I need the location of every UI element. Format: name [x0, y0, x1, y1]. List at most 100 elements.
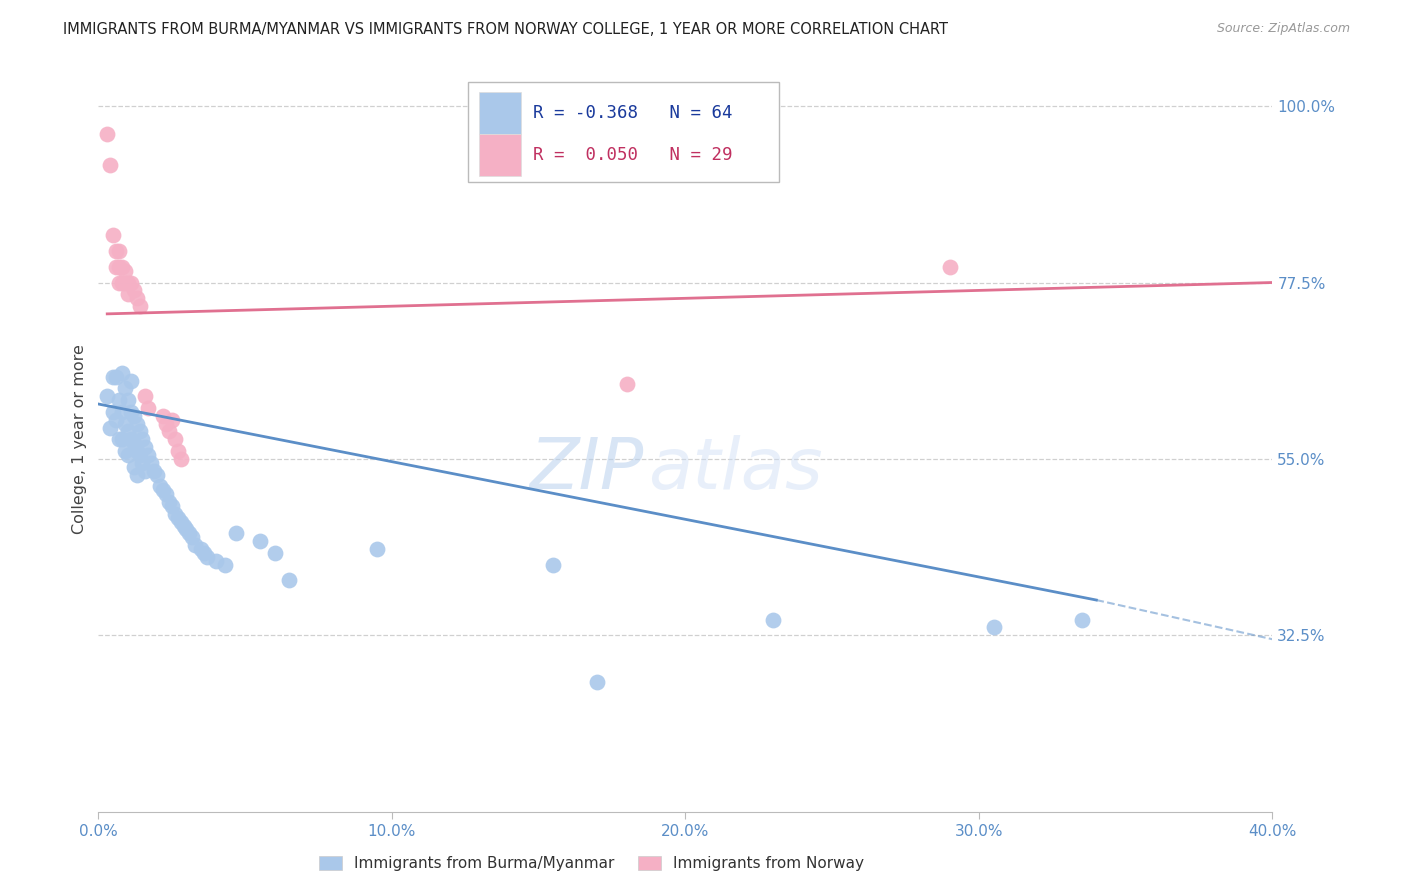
Point: [149, 479, 172, 493]
Point: [101, 228, 124, 243]
Point: [366, 542, 388, 557]
Point: [111, 276, 134, 290]
Point: [134, 389, 156, 403]
Point: [134, 464, 156, 478]
Point: [96, 389, 118, 403]
Text: atlas: atlas: [648, 434, 823, 504]
Point: [122, 284, 145, 298]
Point: [184, 538, 207, 552]
Point: [586, 675, 609, 690]
Point: [125, 467, 148, 482]
Point: [190, 542, 212, 557]
Text: IMMIGRANTS FROM BURMA/MYANMAR VS IMMIGRANTS FROM NORWAY COLLEGE, 1 YEAR OR MORE : IMMIGRANTS FROM BURMA/MYANMAR VS IMMIGRA…: [63, 22, 948, 37]
Point: [155, 487, 177, 501]
Point: [114, 264, 136, 278]
Point: [160, 499, 183, 513]
Point: [117, 276, 139, 290]
Point: [155, 417, 177, 431]
Point: [131, 456, 153, 470]
Point: [117, 425, 139, 439]
Text: R =  0.050   N = 29: R = 0.050 N = 29: [533, 145, 733, 164]
Legend: Immigrants from Burma/Myanmar, Immigrants from Norway: Immigrants from Burma/Myanmar, Immigrant…: [319, 856, 863, 871]
Point: [1070, 613, 1092, 627]
Point: [120, 276, 142, 290]
Point: [120, 433, 142, 447]
Point: [125, 444, 148, 458]
Point: [98, 158, 121, 172]
Point: [128, 299, 150, 313]
Point: [117, 448, 139, 462]
Point: [195, 549, 218, 564]
Point: [146, 467, 169, 482]
Point: [157, 425, 180, 439]
Point: [111, 405, 134, 419]
Point: [111, 433, 134, 447]
Point: [120, 405, 142, 419]
Point: [114, 417, 136, 431]
Point: [249, 534, 271, 549]
Point: [122, 459, 145, 474]
Point: [166, 510, 188, 524]
Point: [105, 260, 128, 274]
Point: [120, 374, 142, 388]
Point: [114, 276, 136, 290]
Point: [128, 425, 150, 439]
Point: [143, 464, 166, 478]
Point: [122, 409, 145, 423]
Text: R = -0.368   N = 64: R = -0.368 N = 64: [533, 104, 733, 122]
Point: [157, 495, 180, 509]
FancyBboxPatch shape: [479, 134, 522, 176]
Point: [181, 530, 204, 544]
Point: [125, 291, 148, 305]
Point: [214, 558, 236, 572]
FancyBboxPatch shape: [468, 82, 779, 182]
Point: [117, 393, 139, 408]
Point: [101, 369, 124, 384]
Point: [114, 381, 136, 395]
Point: [762, 613, 785, 627]
Point: [163, 433, 186, 447]
Text: ZIP: ZIP: [530, 434, 644, 504]
Point: [131, 433, 153, 447]
Point: [205, 554, 228, 568]
Point: [114, 444, 136, 458]
Point: [141, 456, 163, 470]
Point: [125, 417, 148, 431]
Point: [176, 523, 198, 537]
Point: [263, 546, 285, 560]
Point: [166, 444, 188, 458]
Point: [169, 451, 191, 466]
Point: [105, 244, 128, 259]
Point: [108, 260, 131, 274]
Point: [163, 507, 186, 521]
Point: [938, 260, 960, 274]
Point: [122, 436, 145, 450]
Point: [108, 276, 131, 290]
Point: [98, 420, 121, 434]
Point: [128, 448, 150, 462]
Point: [543, 558, 565, 572]
Point: [278, 574, 301, 588]
Point: [108, 244, 131, 259]
Point: [136, 448, 159, 462]
Point: [983, 620, 1005, 634]
Point: [108, 433, 131, 447]
FancyBboxPatch shape: [479, 92, 522, 134]
Point: [152, 483, 174, 498]
Point: [225, 526, 247, 541]
Point: [105, 413, 128, 427]
Point: [108, 393, 131, 408]
Point: [96, 127, 118, 141]
Point: [169, 515, 191, 529]
Text: Source: ZipAtlas.com: Source: ZipAtlas.com: [1216, 22, 1350, 36]
Y-axis label: College, 1 year or more: College, 1 year or more: [72, 344, 87, 534]
Point: [136, 401, 159, 415]
Point: [111, 260, 134, 274]
Point: [160, 413, 183, 427]
Point: [101, 405, 124, 419]
Point: [193, 546, 215, 560]
Point: [134, 440, 156, 454]
Point: [152, 409, 174, 423]
Point: [173, 518, 195, 533]
Point: [105, 369, 128, 384]
